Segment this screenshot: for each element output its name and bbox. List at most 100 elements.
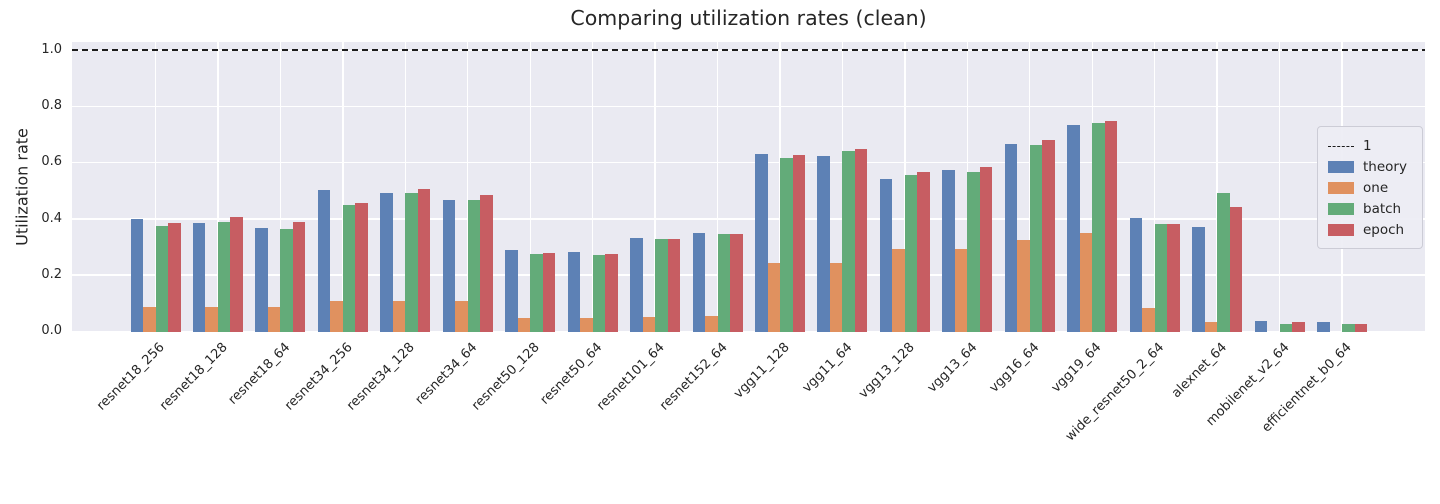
gridline-horizontal <box>72 162 1425 164</box>
bar-theory <box>630 237 643 332</box>
x-tick-label: vgg11_128 <box>731 340 793 402</box>
bar-theory <box>192 222 206 332</box>
bar-batch <box>904 175 918 332</box>
legend-swatch-one <box>1328 182 1354 194</box>
bar-one <box>267 307 281 332</box>
bar-theory <box>879 178 893 332</box>
bar-batch <box>655 239 668 332</box>
bar-theory <box>567 251 581 332</box>
y-tick-label: 0.6 <box>41 154 62 170</box>
legend-item-one: one <box>1328 178 1412 198</box>
y-tick-label: 0.0 <box>41 323 62 338</box>
legend-swatch-batch <box>1328 203 1354 215</box>
gridline-vertical <box>1216 42 1218 332</box>
x-tick-label: vgg13_64 <box>924 340 980 396</box>
x-tick-label: alexnet_64 <box>1168 340 1230 402</box>
bar-one <box>767 262 780 332</box>
bar-theory <box>1254 321 1268 332</box>
bar-one <box>705 315 718 332</box>
x-tick-label: resnet34_64 <box>412 340 481 408</box>
bar-one <box>1079 233 1093 332</box>
bar-one <box>455 301 468 332</box>
legend-swatch-epoch <box>1328 224 1354 236</box>
gridline-vertical <box>529 42 531 332</box>
y-tick-label: 0.4 <box>41 210 62 226</box>
bar-batch <box>1154 224 1168 332</box>
bar-batch <box>530 253 543 332</box>
bar-epoch <box>1229 207 1243 332</box>
gridline-vertical <box>1091 42 1093 332</box>
gridline-horizontal <box>72 218 1425 220</box>
bar-one <box>580 317 593 332</box>
gridline-vertical <box>779 42 781 332</box>
legend: 1 theory one batch epoch <box>1317 126 1423 249</box>
gridline-vertical <box>342 42 344 332</box>
legend-label: 1 <box>1363 138 1372 154</box>
bar-epoch <box>1354 323 1368 332</box>
gridline-vertical <box>654 42 656 332</box>
reference-line <box>72 49 1425 51</box>
bar-epoch <box>730 233 743 332</box>
x-tick-label: vgg11_64 <box>799 340 856 396</box>
bar-theory <box>817 155 830 332</box>
gridline-vertical <box>1278 42 1281 332</box>
bar-batch <box>155 226 168 332</box>
bar-epoch <box>792 154 805 332</box>
bar-epoch <box>1042 140 1055 332</box>
bar-epoch <box>168 223 181 332</box>
gridline-horizontal <box>72 105 1425 108</box>
bar-batch <box>1092 122 1105 332</box>
bar-batch <box>1029 144 1043 332</box>
legend-item-theory: theory <box>1328 157 1412 177</box>
bar-epoch <box>1167 224 1180 332</box>
bar-epoch <box>1292 322 1305 332</box>
gridline-vertical <box>716 42 719 332</box>
bar-epoch <box>355 203 368 332</box>
bar-batch <box>405 193 418 332</box>
gridline-vertical <box>279 42 282 332</box>
bar-theory <box>130 219 143 332</box>
x-tick-label: resnet50_128 <box>469 340 543 414</box>
bar-one <box>1017 240 1030 332</box>
bar-theory <box>1317 322 1330 332</box>
bar-epoch <box>1104 120 1118 332</box>
gridline-vertical <box>1029 42 1031 332</box>
bar-theory <box>255 227 268 332</box>
bar-epoch <box>417 189 431 332</box>
bar-one <box>1204 321 1218 332</box>
bar-batch <box>592 255 606 332</box>
bar-batch <box>467 199 481 332</box>
bar-one <box>143 307 156 332</box>
legend-item-epoch: epoch <box>1328 220 1412 240</box>
bar-batch <box>967 172 980 332</box>
bar-one <box>829 262 843 332</box>
bar-epoch <box>292 222 306 332</box>
bar-epoch <box>979 167 993 332</box>
bar-theory <box>692 233 706 332</box>
x-tick-label: resnet18_64 <box>225 340 294 408</box>
bar-theory <box>1129 218 1143 332</box>
x-tick-label: vgg19_64 <box>1049 340 1105 396</box>
legend-label: one <box>1363 180 1389 196</box>
bar-theory <box>1192 226 1205 332</box>
legend-label: batch <box>1363 201 1402 217</box>
bar-theory <box>755 154 768 332</box>
bar-batch <box>280 229 293 332</box>
bar-batch <box>842 151 855 332</box>
legend-swatch-theory <box>1328 161 1354 173</box>
bar-theory <box>317 190 331 332</box>
bar-one <box>205 307 218 332</box>
bar-one <box>392 301 406 332</box>
bar-batch <box>1279 323 1293 332</box>
bar-epoch <box>605 253 618 332</box>
legend-label: epoch <box>1363 222 1405 238</box>
gridline-vertical <box>217 42 219 332</box>
bar-theory <box>1067 124 1080 332</box>
x-tick-label: vgg16_64 <box>986 340 1043 396</box>
bar-one <box>1142 307 1155 332</box>
bar-epoch <box>480 194 493 332</box>
bar-epoch <box>542 253 556 332</box>
bar-one <box>642 316 656 332</box>
bar-theory <box>442 200 456 332</box>
